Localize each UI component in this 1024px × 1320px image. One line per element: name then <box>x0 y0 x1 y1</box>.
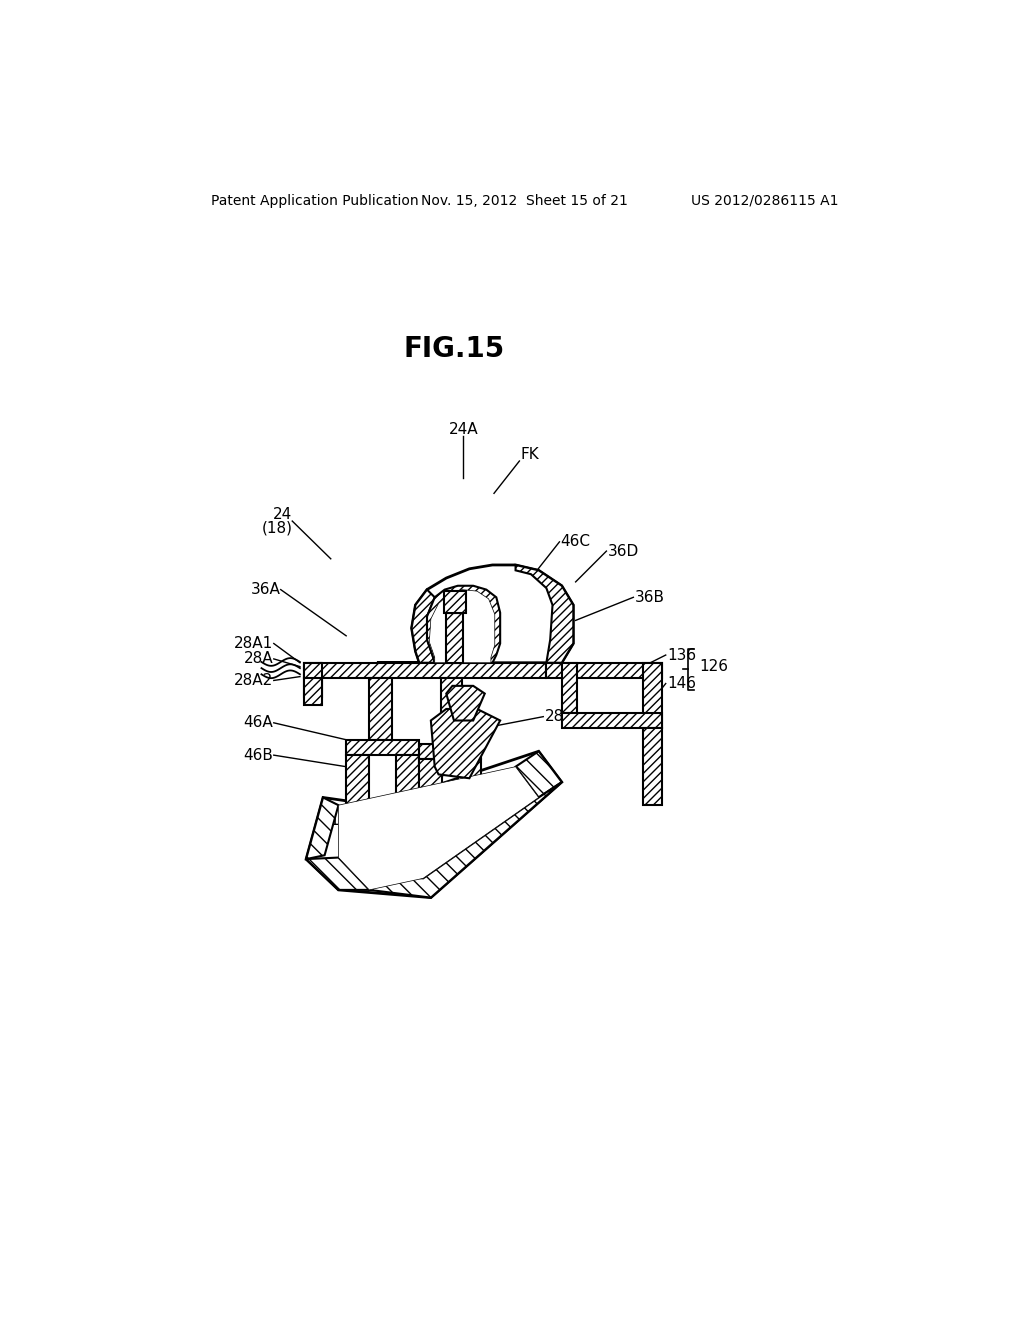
Text: FIG.15: FIG.15 <box>403 335 505 363</box>
Text: 46B: 46B <box>243 747 273 763</box>
Text: 146: 146 <box>668 676 696 692</box>
Text: 146D: 146D <box>445 813 485 828</box>
Text: 126: 126 <box>698 659 728 675</box>
Polygon shape <box>377 590 435 663</box>
Polygon shape <box>643 729 662 805</box>
Polygon shape <box>396 755 419 809</box>
Polygon shape <box>304 663 322 697</box>
Polygon shape <box>444 591 466 612</box>
Text: 36B: 36B <box>635 590 665 605</box>
Text: 28A: 28A <box>244 651 273 667</box>
Polygon shape <box>446 612 463 663</box>
Text: 28A1: 28A1 <box>233 636 273 651</box>
Text: 36A: 36A <box>251 582 281 597</box>
Polygon shape <box>306 751 562 898</box>
Text: 146E: 146E <box>329 813 368 828</box>
Text: 136: 136 <box>668 648 696 663</box>
Text: Nov. 15, 2012  Sheet 15 of 21: Nov. 15, 2012 Sheet 15 of 21 <box>421 194 629 207</box>
Polygon shape <box>339 767 539 890</box>
Text: 24A: 24A <box>449 422 478 437</box>
Polygon shape <box>304 663 547 678</box>
Text: 28A2: 28A2 <box>233 673 273 688</box>
Text: Patent Application Publication: Patent Application Publication <box>211 194 419 207</box>
Text: 28B: 28B <box>416 826 445 842</box>
Polygon shape <box>547 663 662 678</box>
Polygon shape <box>515 565 573 663</box>
Polygon shape <box>306 858 370 890</box>
Polygon shape <box>458 759 481 809</box>
Text: US 2012/0286115 A1: US 2012/0286115 A1 <box>691 194 839 207</box>
Polygon shape <box>377 565 573 663</box>
Polygon shape <box>515 751 562 797</box>
Text: 36D: 36D <box>608 544 639 558</box>
Polygon shape <box>431 709 500 779</box>
Text: 46A: 46A <box>244 715 273 730</box>
Text: (18): (18) <box>261 520 292 536</box>
Polygon shape <box>419 759 442 809</box>
Polygon shape <box>427 586 500 663</box>
Polygon shape <box>370 781 562 898</box>
Polygon shape <box>446 686 484 721</box>
Text: FK: FK <box>521 447 540 462</box>
Text: 136C: 136C <box>386 813 426 828</box>
Text: 24: 24 <box>273 507 292 521</box>
Polygon shape <box>562 663 578 713</box>
Polygon shape <box>306 797 339 859</box>
Text: 46C: 46C <box>560 535 590 549</box>
Polygon shape <box>419 743 481 759</box>
Polygon shape <box>370 678 392 739</box>
Text: 28C: 28C <box>545 709 574 725</box>
Polygon shape <box>441 678 462 743</box>
Polygon shape <box>346 755 370 809</box>
Polygon shape <box>562 713 662 729</box>
Polygon shape <box>643 663 662 729</box>
Polygon shape <box>346 739 419 755</box>
Polygon shape <box>429 590 495 663</box>
Polygon shape <box>304 678 322 705</box>
